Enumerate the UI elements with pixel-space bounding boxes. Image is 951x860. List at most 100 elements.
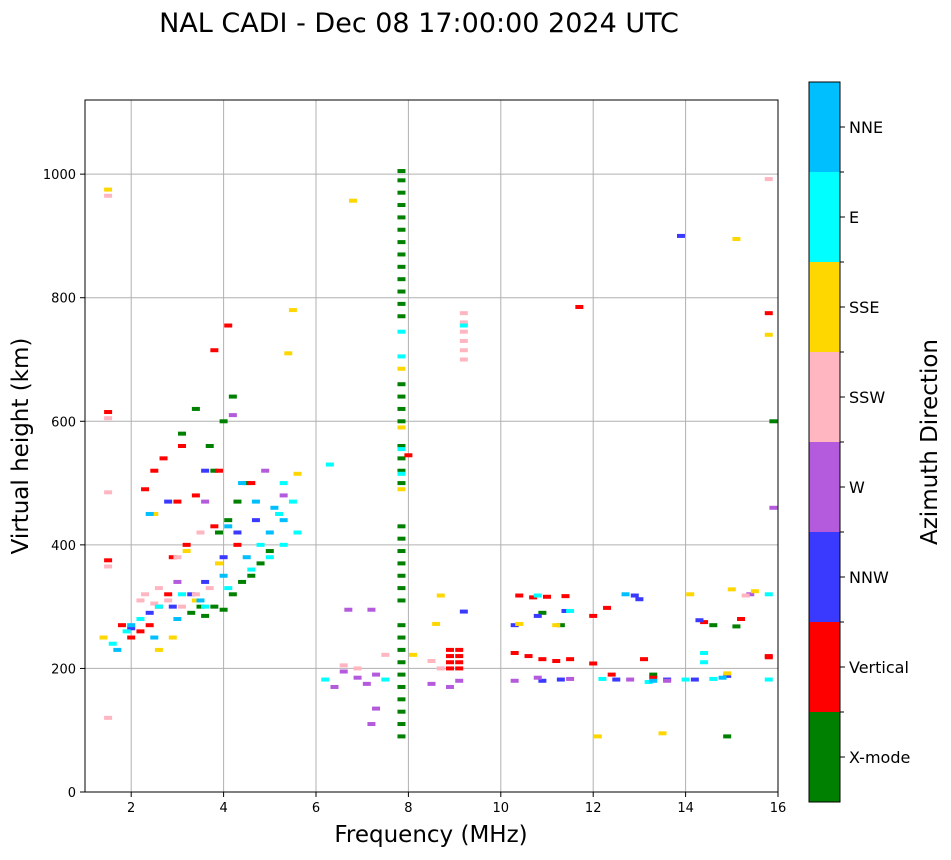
echo-point-x-mode (732, 624, 741, 629)
echo-point-x-mode (397, 215, 406, 220)
echo-point-e (566, 608, 575, 613)
echo-point-vertical (529, 595, 538, 600)
echo-point-sse (397, 425, 406, 430)
echo-point-vertical (182, 542, 191, 547)
echo-point-vertical (561, 594, 570, 599)
echo-point-vertical (159, 456, 168, 461)
echo-point-x-mode (397, 190, 406, 195)
echo-point-x-mode (397, 314, 406, 319)
echo-point-w (566, 676, 575, 681)
echo-point-ssw (459, 329, 468, 334)
echo-point-vertical (233, 542, 242, 547)
echo-point-e (397, 471, 406, 476)
echo-point-x-mode (397, 635, 406, 640)
echo-point-nnw (635, 597, 644, 602)
x-tick-label: 12 (585, 801, 602, 816)
echo-point-sse (727, 587, 736, 592)
echo-point-nnw (630, 593, 639, 598)
echo-point-vertical (640, 657, 649, 662)
x-tick-label: 2 (127, 801, 135, 816)
echo-point-sse (593, 734, 602, 739)
echo-point-nne (196, 598, 205, 603)
echo-point-x-mode (397, 456, 406, 461)
colorbar-tick-label: X-mode (849, 748, 910, 767)
echo-point-ssw (164, 598, 173, 603)
echo-point-e (709, 676, 718, 681)
echo-point-x-mode (397, 524, 406, 529)
echo-point-sse (552, 623, 561, 628)
echo-point-vertical (445, 660, 454, 665)
echo-point-e (256, 542, 265, 547)
echo-point-ssw (459, 320, 468, 325)
echo-point-w (510, 678, 519, 683)
echo-point-w (746, 592, 755, 597)
echo-point-w (367, 607, 376, 612)
echo-point-x-mode (210, 604, 219, 609)
colorbar-tick-label: NNW (849, 568, 889, 587)
echo-point-x-mode (397, 169, 406, 174)
echo-point-vertical (173, 499, 182, 504)
echo-point-ssw (104, 193, 113, 198)
echo-point-x-mode (397, 178, 406, 183)
echo-point-vertical (524, 654, 533, 659)
echo-point-e (700, 650, 709, 655)
echo-point-w (367, 722, 376, 727)
echo-point-ssw (173, 555, 182, 560)
echo-point-ssw (381, 652, 390, 657)
echo-point-w (663, 678, 672, 683)
colorbar-tick-label: SSW (849, 388, 885, 407)
echo-point-vertical (445, 647, 454, 652)
echo-point-x-mode (649, 672, 658, 677)
echo-point-x-mode (397, 468, 406, 473)
echo-point-vertical (164, 592, 173, 597)
echo-point-nnw (538, 678, 547, 683)
colorbar-segment (809, 442, 840, 532)
colorbar-tick-label: E (849, 208, 859, 227)
echo-point-nnw (676, 233, 685, 238)
echo-point-vertical (649, 675, 658, 680)
y-tick-label: 0 (68, 786, 76, 801)
echo-point-x-mode (224, 518, 233, 523)
echo-point-x-mode (397, 394, 406, 399)
echo-point-w (445, 684, 454, 689)
axis-ticks: 2 4 6 8 10 12 14 16 0 200 400 600 800 1000 (43, 168, 786, 816)
echo-point-vertical (168, 555, 177, 560)
echo-point-nnw (612, 677, 621, 682)
echo-point-w (339, 669, 348, 674)
echo-point-x-mode (397, 301, 406, 306)
echo-point-sse (168, 635, 177, 640)
echo-point-ssw (154, 586, 163, 591)
echo-point-vertical (178, 444, 187, 448)
echo-point-e (764, 592, 773, 597)
echo-point-w (372, 672, 381, 677)
echo-point-nnw (164, 499, 173, 504)
echo-point-sse (150, 511, 159, 516)
echo-point-nne (219, 573, 228, 578)
echo-point-vertical (210, 348, 219, 353)
echo-point-vertical (214, 468, 223, 473)
plot-frame (84, 99, 779, 793)
echo-point-sse (658, 731, 667, 736)
echo-point-ssw (141, 592, 150, 597)
echo-point-ssw (136, 598, 145, 603)
echo-point-vertical (510, 650, 519, 655)
echo-point-sse (436, 593, 445, 598)
echo-point-e (397, 329, 406, 334)
echo-point-sse (154, 647, 163, 652)
echo-point-x-mode (397, 647, 406, 652)
echo-point-nne (173, 617, 182, 621)
y-tick-label: 400 (51, 539, 76, 554)
data-points (99, 169, 778, 739)
echo-point-x-mode (201, 613, 210, 618)
echo-point-vertical (104, 558, 113, 563)
echo-point-vertical (552, 659, 561, 664)
echo-point-nnw (187, 592, 196, 597)
echo-point-x-mode (397, 684, 406, 689)
echo-point-e (136, 617, 145, 621)
echo-point-sse (515, 621, 524, 626)
echo-point-ssw (191, 592, 200, 597)
colorbar-segment (809, 262, 840, 352)
echo-point-x-mode (397, 252, 406, 257)
echo-point-vertical (210, 524, 219, 529)
echo-point-w (330, 684, 339, 689)
